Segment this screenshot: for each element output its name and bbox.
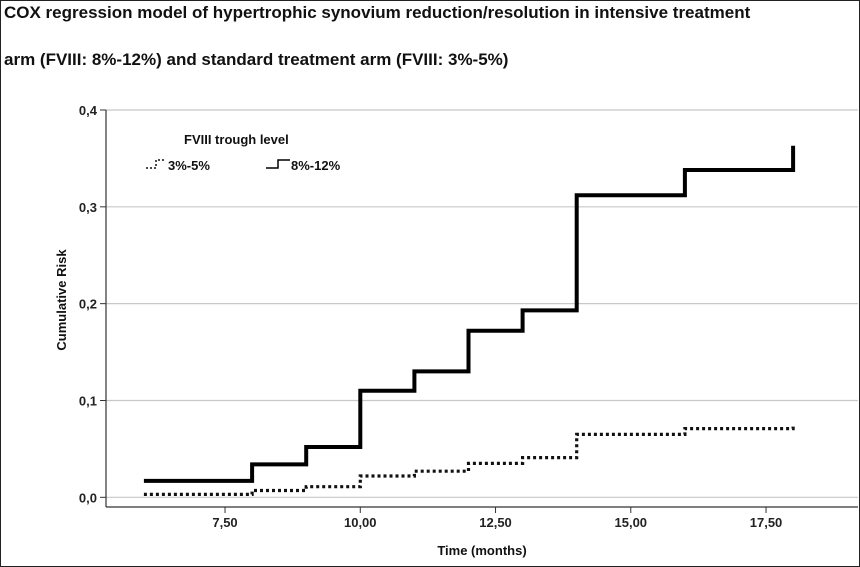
y-tick-label: 0,3 (79, 200, 97, 215)
x-tick-label: 7,50 (212, 515, 237, 530)
axes: 0,0 0,1 0,2 0,3 0,4 7,50 10,00 12,50 15,00 17,50 (79, 103, 858, 530)
y-tick-label: 0,4 (79, 103, 98, 118)
y-tick-label: 0,1 (79, 393, 97, 408)
x-tick-label: 17,50 (750, 515, 783, 530)
legend-label-standard: 3%-5% (168, 158, 210, 173)
legend-symbol-standard (146, 159, 166, 169)
x-tick-label: 10,00 (344, 515, 377, 530)
y-tick-label: 0,0 (79, 490, 97, 505)
legend-title: FVIII trough level (184, 132, 289, 147)
x-tick-label: 12,50 (479, 515, 512, 530)
x-tick-label: 15,00 (615, 515, 648, 530)
legend: FVIII trough level 3%-5% 8%-12% (146, 132, 341, 173)
y-tick-label: 0,2 (79, 297, 97, 312)
chart-title: COX regression model of hypertrophic syn… (4, 3, 751, 22)
x-axis-label: Time (months) (437, 543, 526, 558)
y-axis-label: Cumulative Risk (54, 249, 69, 351)
legend-label-intensive: 8%-12% (291, 158, 341, 173)
series-lines (143, 145, 796, 496)
series-line-standard (143, 423, 795, 496)
series-line-intensive (143, 145, 796, 483)
grid-lines (106, 109, 858, 498)
legend-symbol-intensive (266, 159, 290, 169)
chart-subtitle: arm (FVIII: 8%-12%) and standard treatme… (4, 50, 509, 69)
